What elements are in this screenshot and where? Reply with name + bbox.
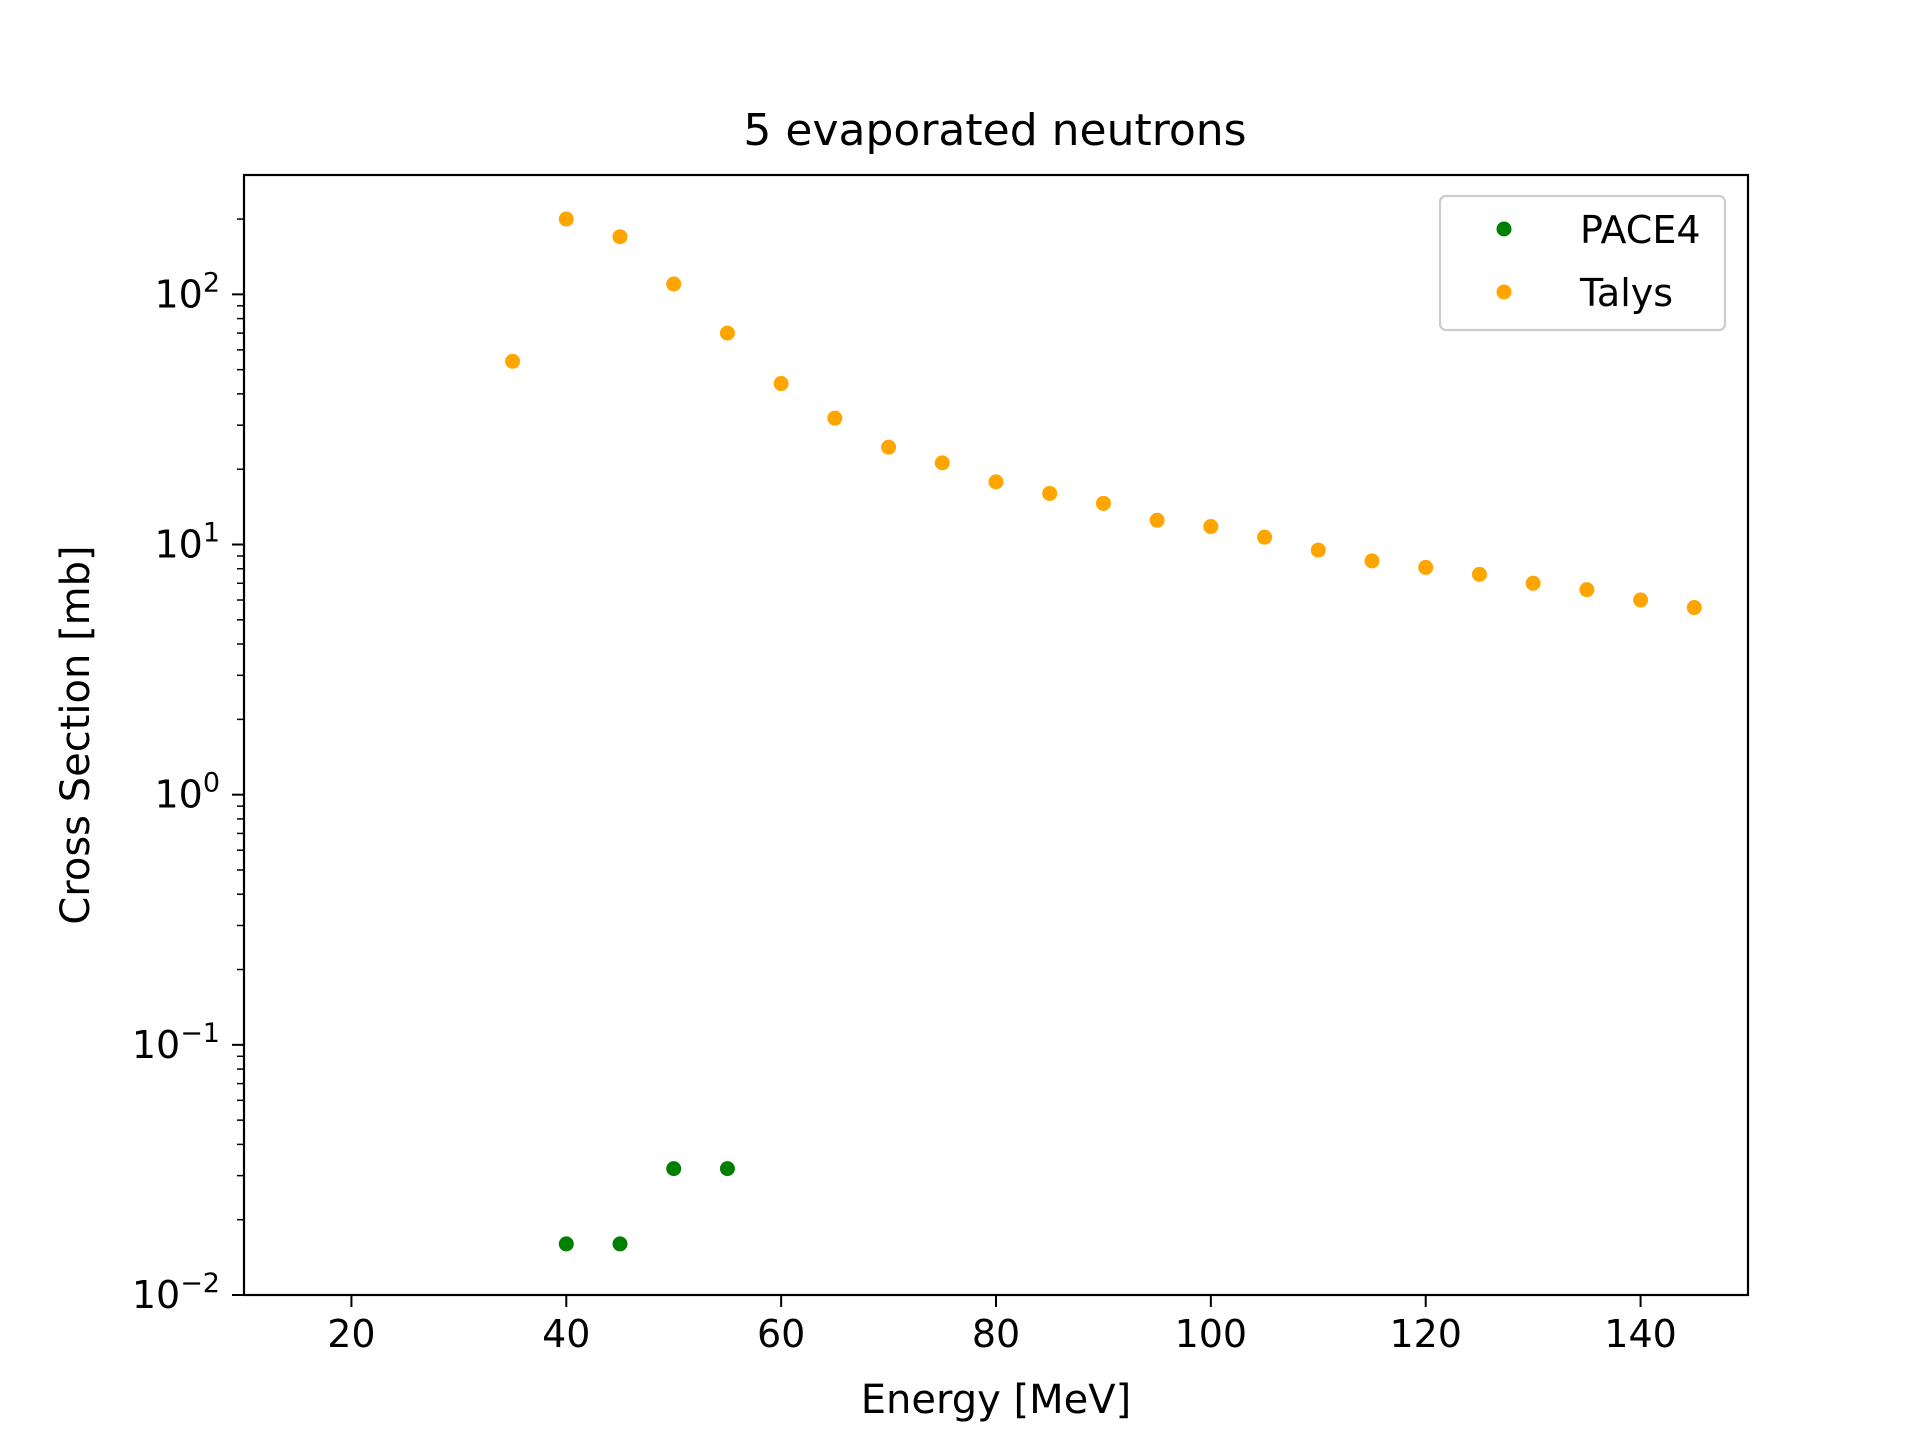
legend-label-talys: Talys [1579,271,1673,315]
data-point-talys [1042,485,1058,501]
chart-title: 5 evaporated neutrons [743,105,1246,156]
data-point-pace4 [666,1161,682,1177]
data-point-talys [1471,566,1487,582]
data-point-talys [1633,592,1649,608]
axis-ticks: 20 40 60 80 100 120 140 10−2 10−1 100 101 102 [132,218,1677,1356]
axes-frame [242,173,1750,1297]
x-tick-label: 140 [1604,1312,1677,1356]
legend: PACE4 Talys [1438,194,1727,332]
x-tick-label: 80 [972,1312,1020,1356]
x-tick-label: 20 [327,1312,375,1356]
x-tick-label: 100 [1175,1312,1248,1356]
plot-area [505,211,1702,1252]
data-point-talys [1579,582,1595,598]
data-point-talys [612,229,628,245]
data-point-talys [827,410,843,426]
y-tick-label: 10−2 [132,1268,220,1317]
data-point-talys [1095,495,1111,511]
x-tick-label: 60 [757,1312,805,1356]
data-point-talys [988,474,1004,490]
data-point-talys [719,325,735,341]
data-point-pace4 [612,1236,628,1252]
data-point-talys [881,439,897,455]
data-point-talys [934,455,950,471]
data-point-talys [666,276,682,292]
data-point-pace4 [558,1236,574,1252]
y-tick-label: 102 [154,267,220,316]
x-tick-label: 40 [542,1312,590,1356]
data-point-talys [773,376,789,392]
y-tick-label: 101 [154,518,220,567]
data-point-talys [1203,519,1219,535]
legend-label-pace4: PACE4 [1580,208,1701,252]
data-point-talys [1257,529,1273,545]
legend-marker-talys [1496,284,1512,300]
data-point-pace4 [719,1161,735,1177]
x-axis-label: Energy [MeV] [861,1377,1131,1423]
data-point-talys [505,353,521,369]
data-point-talys [1418,559,1434,575]
y-axis-label: Cross Section [mb] [53,545,99,924]
data-point-talys [558,211,574,227]
data-point-talys [1525,575,1541,591]
x-tick-label: 120 [1389,1312,1462,1356]
legend-marker-pace4 [1496,221,1512,237]
data-point-talys [1149,512,1165,528]
y-tick-label: 10−1 [132,1018,220,1067]
data-point-talys [1364,553,1380,569]
y-tick-label: 100 [154,768,220,817]
data-point-talys [1310,542,1326,558]
data-point-talys [1686,600,1702,616]
